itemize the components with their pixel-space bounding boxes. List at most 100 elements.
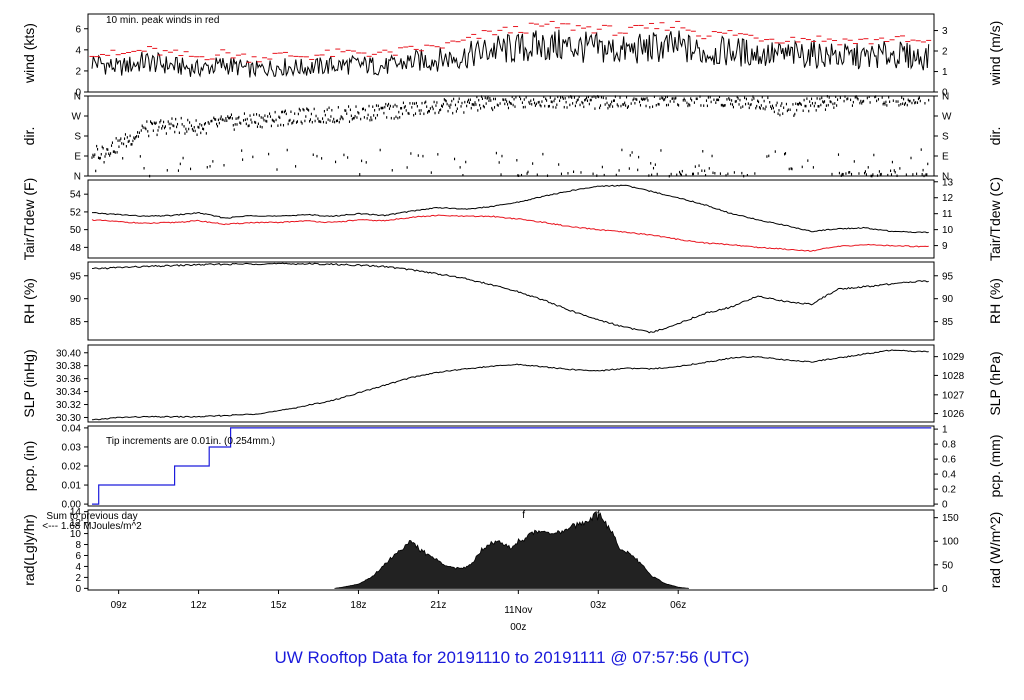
wind-right-tick-label: 0: [942, 88, 948, 99]
slp-right-tick-label: 1026: [942, 409, 965, 420]
radiation-marker: f: [522, 510, 525, 521]
rad-ylabel-right: rad (W/m^2): [987, 512, 1003, 589]
rh-right-tick-label: 95: [942, 271, 954, 282]
rad-left-tick-label: 14: [70, 507, 82, 518]
x-tick-label: 12z: [191, 600, 207, 611]
rh-left-tick-label: 95: [70, 271, 82, 282]
dir-panel-frame: [87, 95, 935, 177]
dir-right-tick-label: S: [942, 132, 949, 143]
dir-right-tick-label: W: [942, 112, 952, 123]
pcp-left-tick-label: 0.02: [62, 462, 82, 473]
temp-right-tick-label: 10: [942, 225, 954, 236]
x-tick-label: 09z: [111, 600, 127, 611]
wind-left-tick-label: 0: [75, 88, 81, 99]
dir-right-tick-label: N: [942, 92, 949, 103]
radiation-sum-value: <--- 1.68 MJoules/m^2: [42, 521, 142, 532]
pcp-right-tick-label: 0.2: [942, 485, 956, 496]
rad-left-tick-label: 0: [75, 584, 81, 595]
wind-panel-frame: [87, 13, 935, 93]
x-tick-label: 21z: [430, 600, 446, 611]
wind-annotation: 10 min. peak winds in red: [106, 15, 219, 26]
dir-left-tick-label: E: [74, 152, 81, 163]
pcp-right-tick-label: 0: [942, 500, 948, 511]
rad-left-tick-label: 10: [70, 529, 82, 540]
dir-ylabel-right: dir.: [987, 127, 1003, 146]
slp-ylabel: SLP (inHg): [21, 349, 37, 417]
rad-right-tick-label: 0: [942, 584, 948, 595]
slp-left-tick-label: 30.40: [56, 348, 81, 359]
dir-left-tick-label: N: [74, 172, 81, 183]
wind-speed-line: [91, 29, 930, 78]
temp-ylabel: Tair/Tdew (F): [21, 178, 37, 260]
temp-right-tick-label: 9: [942, 241, 948, 252]
pcp-left-tick-label: 0.03: [62, 442, 82, 453]
x-tick-label: 15z: [270, 600, 286, 611]
temp-right-tick-label: 11: [942, 209, 953, 220]
footer-title: UW Rooftop Data for 20191110 to 20191111…: [274, 648, 750, 667]
rad-left-tick-label: 2: [75, 573, 81, 584]
x-date-label: 11Nov: [504, 605, 532, 616]
slp-left-tick-label: 30.32: [56, 400, 81, 411]
wind-right-tick-label: 3: [942, 26, 948, 37]
pcp-left-tick-label: 0.00: [62, 500, 82, 511]
temp-left-tick-label: 48: [70, 243, 82, 254]
rad-ylabel: rad(Lgly/hr): [21, 514, 37, 586]
wind-right-tick-label: 1: [942, 67, 948, 78]
rad-left-tick-label: 4: [75, 562, 81, 573]
tdew-line: [91, 214, 929, 252]
precipitation-annotation: Tip increments are 0.01in. (0.254mm.): [106, 436, 275, 447]
pcp-left-tick-label: 0.01: [62, 481, 82, 492]
wind-left-tick-label: 4: [75, 45, 81, 56]
rh-left-tick-label: 90: [70, 294, 82, 305]
radiation-sum-label: Sum to previous day: [46, 511, 137, 522]
dir-ylabel: dir.: [21, 127, 37, 146]
wind-right-tick-label: 2: [942, 46, 948, 57]
rad-left-tick-label: 8: [75, 540, 81, 551]
rh-right-tick-label: 90: [942, 294, 954, 305]
rad-left-tick-label: 12: [70, 518, 82, 529]
temp-left-tick-label: 50: [70, 225, 82, 236]
dir-left-tick-label: N: [74, 92, 81, 103]
wind-ylabel: wind (kts): [21, 23, 37, 84]
slp-left-tick-label: 30.34: [56, 387, 81, 398]
radiation-marker: f: [597, 510, 600, 521]
pcp-ylabel-right: pcp. (mm): [987, 435, 1003, 498]
dir-left-tick-label: S: [74, 132, 81, 143]
rh-panel-frame: [87, 261, 935, 341]
dir-right-tick-label: N: [942, 172, 949, 183]
pcp-ylabel: pcp. (in): [21, 441, 37, 492]
temp-ylabel-right: Tair/Tdew (C): [987, 177, 1003, 261]
temp-left-tick-label: 54: [70, 190, 82, 201]
rad-right-tick-label: 50: [942, 560, 954, 571]
wind-ylabel-right: wind (m/s): [987, 21, 1003, 87]
pcp-right-tick-label: 0.6: [942, 455, 956, 466]
temp-right-tick-label: 12: [942, 193, 954, 204]
pcp-right-tick-label: 0.8: [942, 440, 956, 451]
precipitation-line: [92, 427, 932, 505]
radiation-area: [334, 511, 689, 589]
dir-right-tick-label: E: [942, 152, 949, 163]
slp-panel-frame: [87, 344, 935, 423]
slp-right-tick-label: 1027: [942, 390, 965, 401]
slp-right-tick-label: 1029: [942, 352, 965, 363]
slp-line: [91, 349, 929, 421]
slp-ylabel-right: SLP (hPa): [987, 351, 1003, 415]
pcp-right-tick-label: 0.4: [942, 470, 956, 481]
pcp-right-tick-label: 1: [942, 425, 948, 436]
rh-right-tick-label: 85: [942, 317, 954, 328]
rad-right-tick-label: 100: [942, 537, 959, 548]
temp-right-tick-label: 13: [942, 177, 954, 188]
temp-left-tick-label: 52: [70, 207, 82, 218]
x-tick-label: 06z: [670, 600, 686, 611]
dir-left-tick-label: W: [72, 112, 82, 123]
rh-left-tick-label: 85: [70, 317, 82, 328]
x-tick-label: 00z: [510, 622, 526, 633]
x-tick-label: 18z: [350, 600, 366, 611]
rad-left-tick-label: 6: [75, 551, 81, 562]
rad-right-tick-label: 150: [942, 513, 959, 524]
temp-panel-frame: [87, 179, 935, 259]
pcp-left-tick-label: 0.04: [62, 423, 82, 434]
slp-right-tick-label: 1028: [942, 371, 965, 382]
